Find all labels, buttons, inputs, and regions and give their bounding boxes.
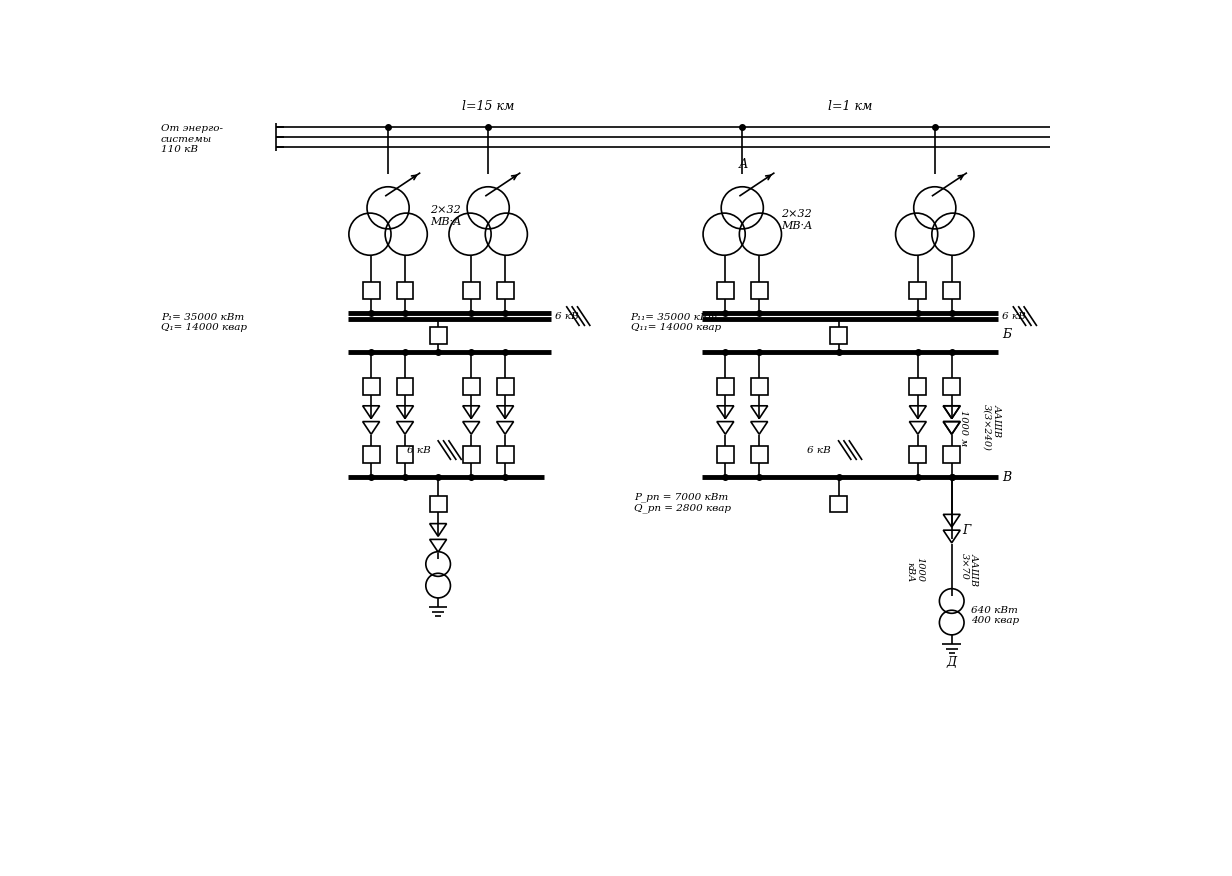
Text: 2×32
МВ·А: 2×32 МВ·А [430, 205, 462, 227]
Bar [430, 327, 446, 343]
Bar [909, 282, 926, 300]
Bar [717, 378, 734, 395]
Bar [496, 378, 514, 395]
Text: Р₁₁= 35000 кВт
Q₁₁= 14000 квар: Р₁₁= 35000 кВт Q₁₁= 14000 квар [631, 313, 721, 332]
Bar [717, 282, 734, 300]
Text: l=15 км: l=15 км [462, 100, 515, 113]
Bar [750, 282, 768, 300]
Bar [750, 446, 768, 463]
Text: А: А [739, 158, 749, 171]
Text: В: В [1002, 470, 1011, 484]
Bar [397, 446, 414, 463]
Text: 6 кВ: 6 кВ [1002, 312, 1025, 321]
Bar [944, 446, 960, 463]
Text: 6 кВ: 6 кВ [807, 446, 830, 455]
Text: 1000
кВА: 1000 кВА [906, 557, 925, 582]
Text: 2×32
МВ·А: 2×32 МВ·А [781, 209, 812, 230]
Text: ААШВ
3×70: ААШВ 3×70 [960, 553, 978, 586]
Text: Д: Д [946, 656, 957, 669]
Text: Р₁= 35000 кВт
Q₁= 14000 квар: Р₁= 35000 кВт Q₁= 14000 квар [161, 313, 246, 332]
Bar [750, 378, 768, 395]
Text: l=1 км: l=1 км [828, 100, 872, 113]
Bar [397, 282, 414, 300]
Bar [496, 446, 514, 463]
Bar [496, 282, 514, 300]
Bar [430, 496, 446, 512]
Text: Р_рп = 7000 кВт
Q_рп = 2800 квар: Р_рп = 7000 кВт Q_рп = 2800 квар [634, 492, 732, 513]
Text: От энерго-
системы
110 кВ: От энерго- системы 110 кВ [161, 124, 223, 154]
Bar [463, 282, 479, 300]
Bar [944, 282, 960, 300]
Bar [362, 378, 379, 395]
Bar [463, 446, 479, 463]
Bar [717, 446, 734, 463]
Text: Г: Г [962, 525, 971, 538]
Bar [909, 446, 926, 463]
Text: 1000 м: 1000 м [960, 410, 968, 446]
Bar [909, 378, 926, 395]
Bar [397, 378, 414, 395]
Bar [830, 327, 848, 343]
Text: 6 кВ: 6 кВ [407, 446, 430, 455]
Text: 6 кВ: 6 кВ [556, 312, 579, 321]
Text: ААШВ
3(3×240): ААШВ 3(3×240) [983, 405, 1002, 451]
Bar [362, 446, 379, 463]
Bar [362, 282, 379, 300]
Bar [463, 378, 479, 395]
Text: Б: Б [1002, 328, 1011, 342]
Bar [830, 496, 848, 512]
Text: 640 кВт
400 квар: 640 кВт 400 квар [971, 606, 1019, 625]
Bar [944, 378, 960, 395]
